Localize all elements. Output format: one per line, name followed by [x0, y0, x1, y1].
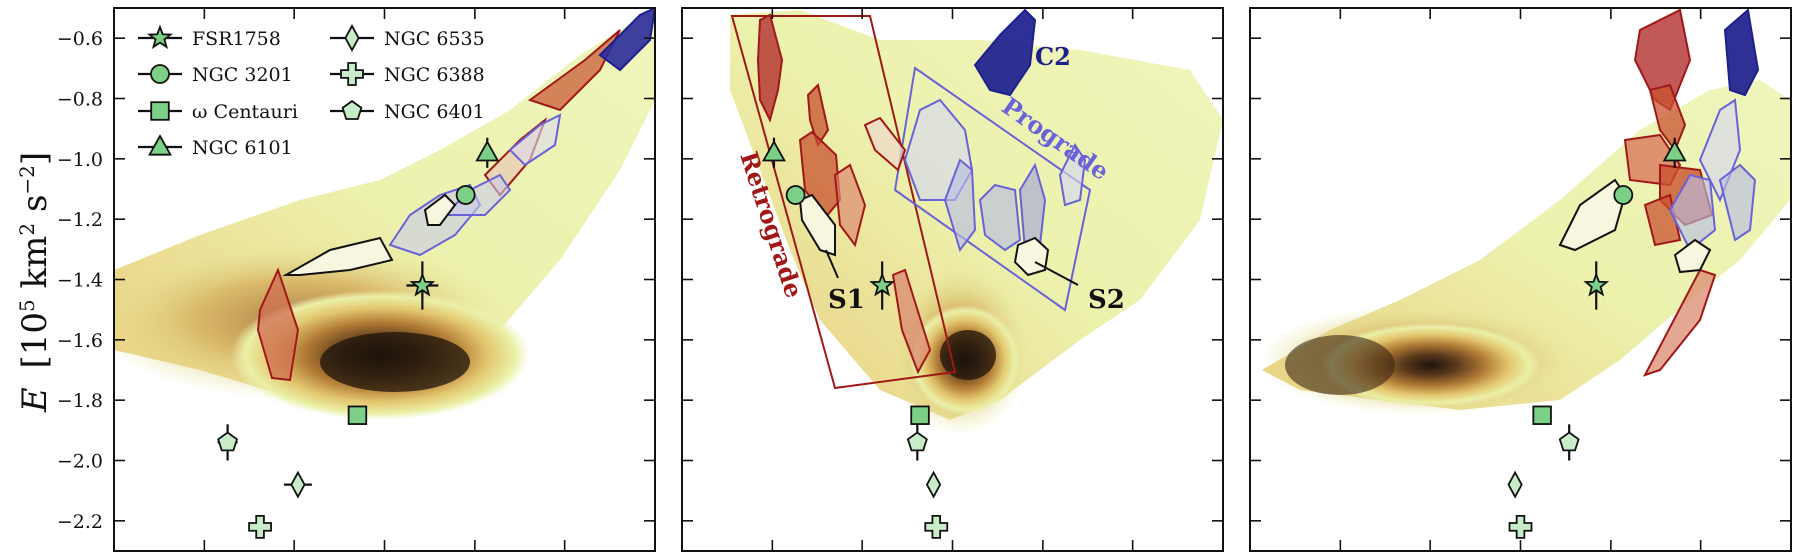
panel-middle-points — [761, 137, 949, 539]
cluster-point-ngc-6535 — [1507, 470, 1523, 499]
legend-label: FSR1758 — [192, 28, 281, 50]
cluster-point-ngc-6401 — [217, 431, 239, 452]
y-tick-label: −1.2 — [57, 209, 103, 231]
cluster-point-ngc-6388 — [248, 514, 272, 539]
cluster-point-ngc-6101 — [1662, 139, 1687, 162]
s-region — [798, 193, 1079, 286]
annotation-s2: S2 — [1088, 285, 1125, 315]
annotation-c2: C2 — [1035, 42, 1071, 71]
panel-left-ticks — [114, 8, 655, 551]
y-tick-label: −1.4 — [57, 270, 103, 292]
cluster-point-fsr1758 — [1583, 271, 1610, 297]
y-tick-label: −1.8 — [57, 390, 103, 412]
panel-right — [1249, 7, 1792, 552]
cluster-point-ngc-6401 — [1558, 431, 1580, 452]
panel-right-ticks — [1250, 8, 1791, 551]
cluster-point-ngc-3201 — [455, 185, 476, 205]
legend-marker-pentagon-icon — [341, 99, 363, 120]
legend: FSR1758 NGC 3201 ω Centauri NGC 6101 NGC 653… — [138, 24, 485, 159]
y-tick-label: −1.0 — [57, 149, 103, 171]
annotation-s1: S1 — [828, 285, 865, 315]
legend-marker-triangle-icon — [148, 134, 172, 156]
legend-label: ω Centauri — [192, 101, 298, 123]
legend-marker-diamond-icon — [344, 24, 360, 52]
legend-label: NGC 6535 — [384, 28, 485, 50]
legend-item: NGC 6388 — [330, 62, 485, 86]
cluster-point--centauri — [910, 405, 930, 425]
legend-label: NGC 6401 — [384, 101, 485, 123]
y-axis-label: E [105 km2 s−2] — [15, 152, 55, 413]
panel-middle: C2 Prograde Retrograde S1 S2 — [681, 7, 1224, 552]
legend-label: NGC 6101 — [192, 137, 293, 159]
y-tick-labels: −0.6 −0.8 −1.0 −1.2 −1.4 −1.6 −1.8 −2.0 −2.2 — [57, 28, 103, 533]
density-cloud — [114, 8, 655, 420]
s-region — [282, 193, 457, 276]
cluster-point-ngc-6388 — [924, 514, 949, 539]
cluster-point-ngc-6388 — [1508, 514, 1533, 539]
legend-marker-plus-icon — [340, 62, 364, 86]
legend-marker-star-icon — [147, 24, 173, 49]
y-tick-label: −2.2 — [57, 511, 103, 533]
cluster-point-ngc-6101 — [475, 139, 500, 162]
panel-middle-ticks — [682, 8, 1223, 551]
cluster-point-ngc-6101 — [761, 139, 786, 162]
legend-label: NGC 3201 — [192, 64, 293, 86]
legend-marker-circle-icon — [150, 64, 170, 84]
density-cloud — [1260, 80, 1790, 415]
c2-region — [973, 8, 1037, 97]
panel-left — [113, 7, 656, 552]
legend-item: NGC 6401 — [330, 99, 485, 123]
cluster-point--centauri — [1532, 405, 1552, 425]
legend-item: NGC 6101 — [138, 134, 293, 159]
svg-text:E [105 km2 s−2]: E [105 km2 s−2] — [15, 152, 55, 413]
cluster-point-fsr1758 — [869, 271, 896, 297]
y-tick-label: −1.6 — [57, 330, 103, 352]
legend-item: FSR1758 — [138, 24, 281, 50]
y-tick-label: −2.0 — [57, 451, 103, 473]
retrograde-box — [730, 15, 957, 390]
cluster-point-ngc-6535 — [925, 470, 942, 499]
cluster-point-ngc-6535 — [290, 470, 306, 499]
legend-label: NGC 6388 — [384, 64, 485, 86]
y-tick-label: −0.8 — [57, 89, 103, 111]
cluster-point-ngc-3201 — [785, 185, 806, 205]
panel-right-points — [1507, 137, 1687, 539]
cluster-point--centauri — [347, 405, 368, 425]
legend-item: NGC 6535 — [330, 24, 485, 52]
legend-item: ω Centauri — [138, 101, 298, 123]
prograde-regions — [1668, 8, 1760, 252]
cluster-point-ngc-6401 — [906, 431, 928, 452]
legend-marker-square-icon — [150, 101, 170, 121]
prograde-regions — [903, 98, 1087, 253]
cluster-point-fsr1758 — [409, 271, 436, 297]
cluster-point-ngc-3201 — [1613, 185, 1634, 205]
legend-item: NGC 3201 — [138, 64, 293, 86]
panel-left-points — [217, 137, 500, 539]
density-cloud — [730, 10, 1223, 435]
y-tick-label: −0.6 — [57, 28, 103, 50]
